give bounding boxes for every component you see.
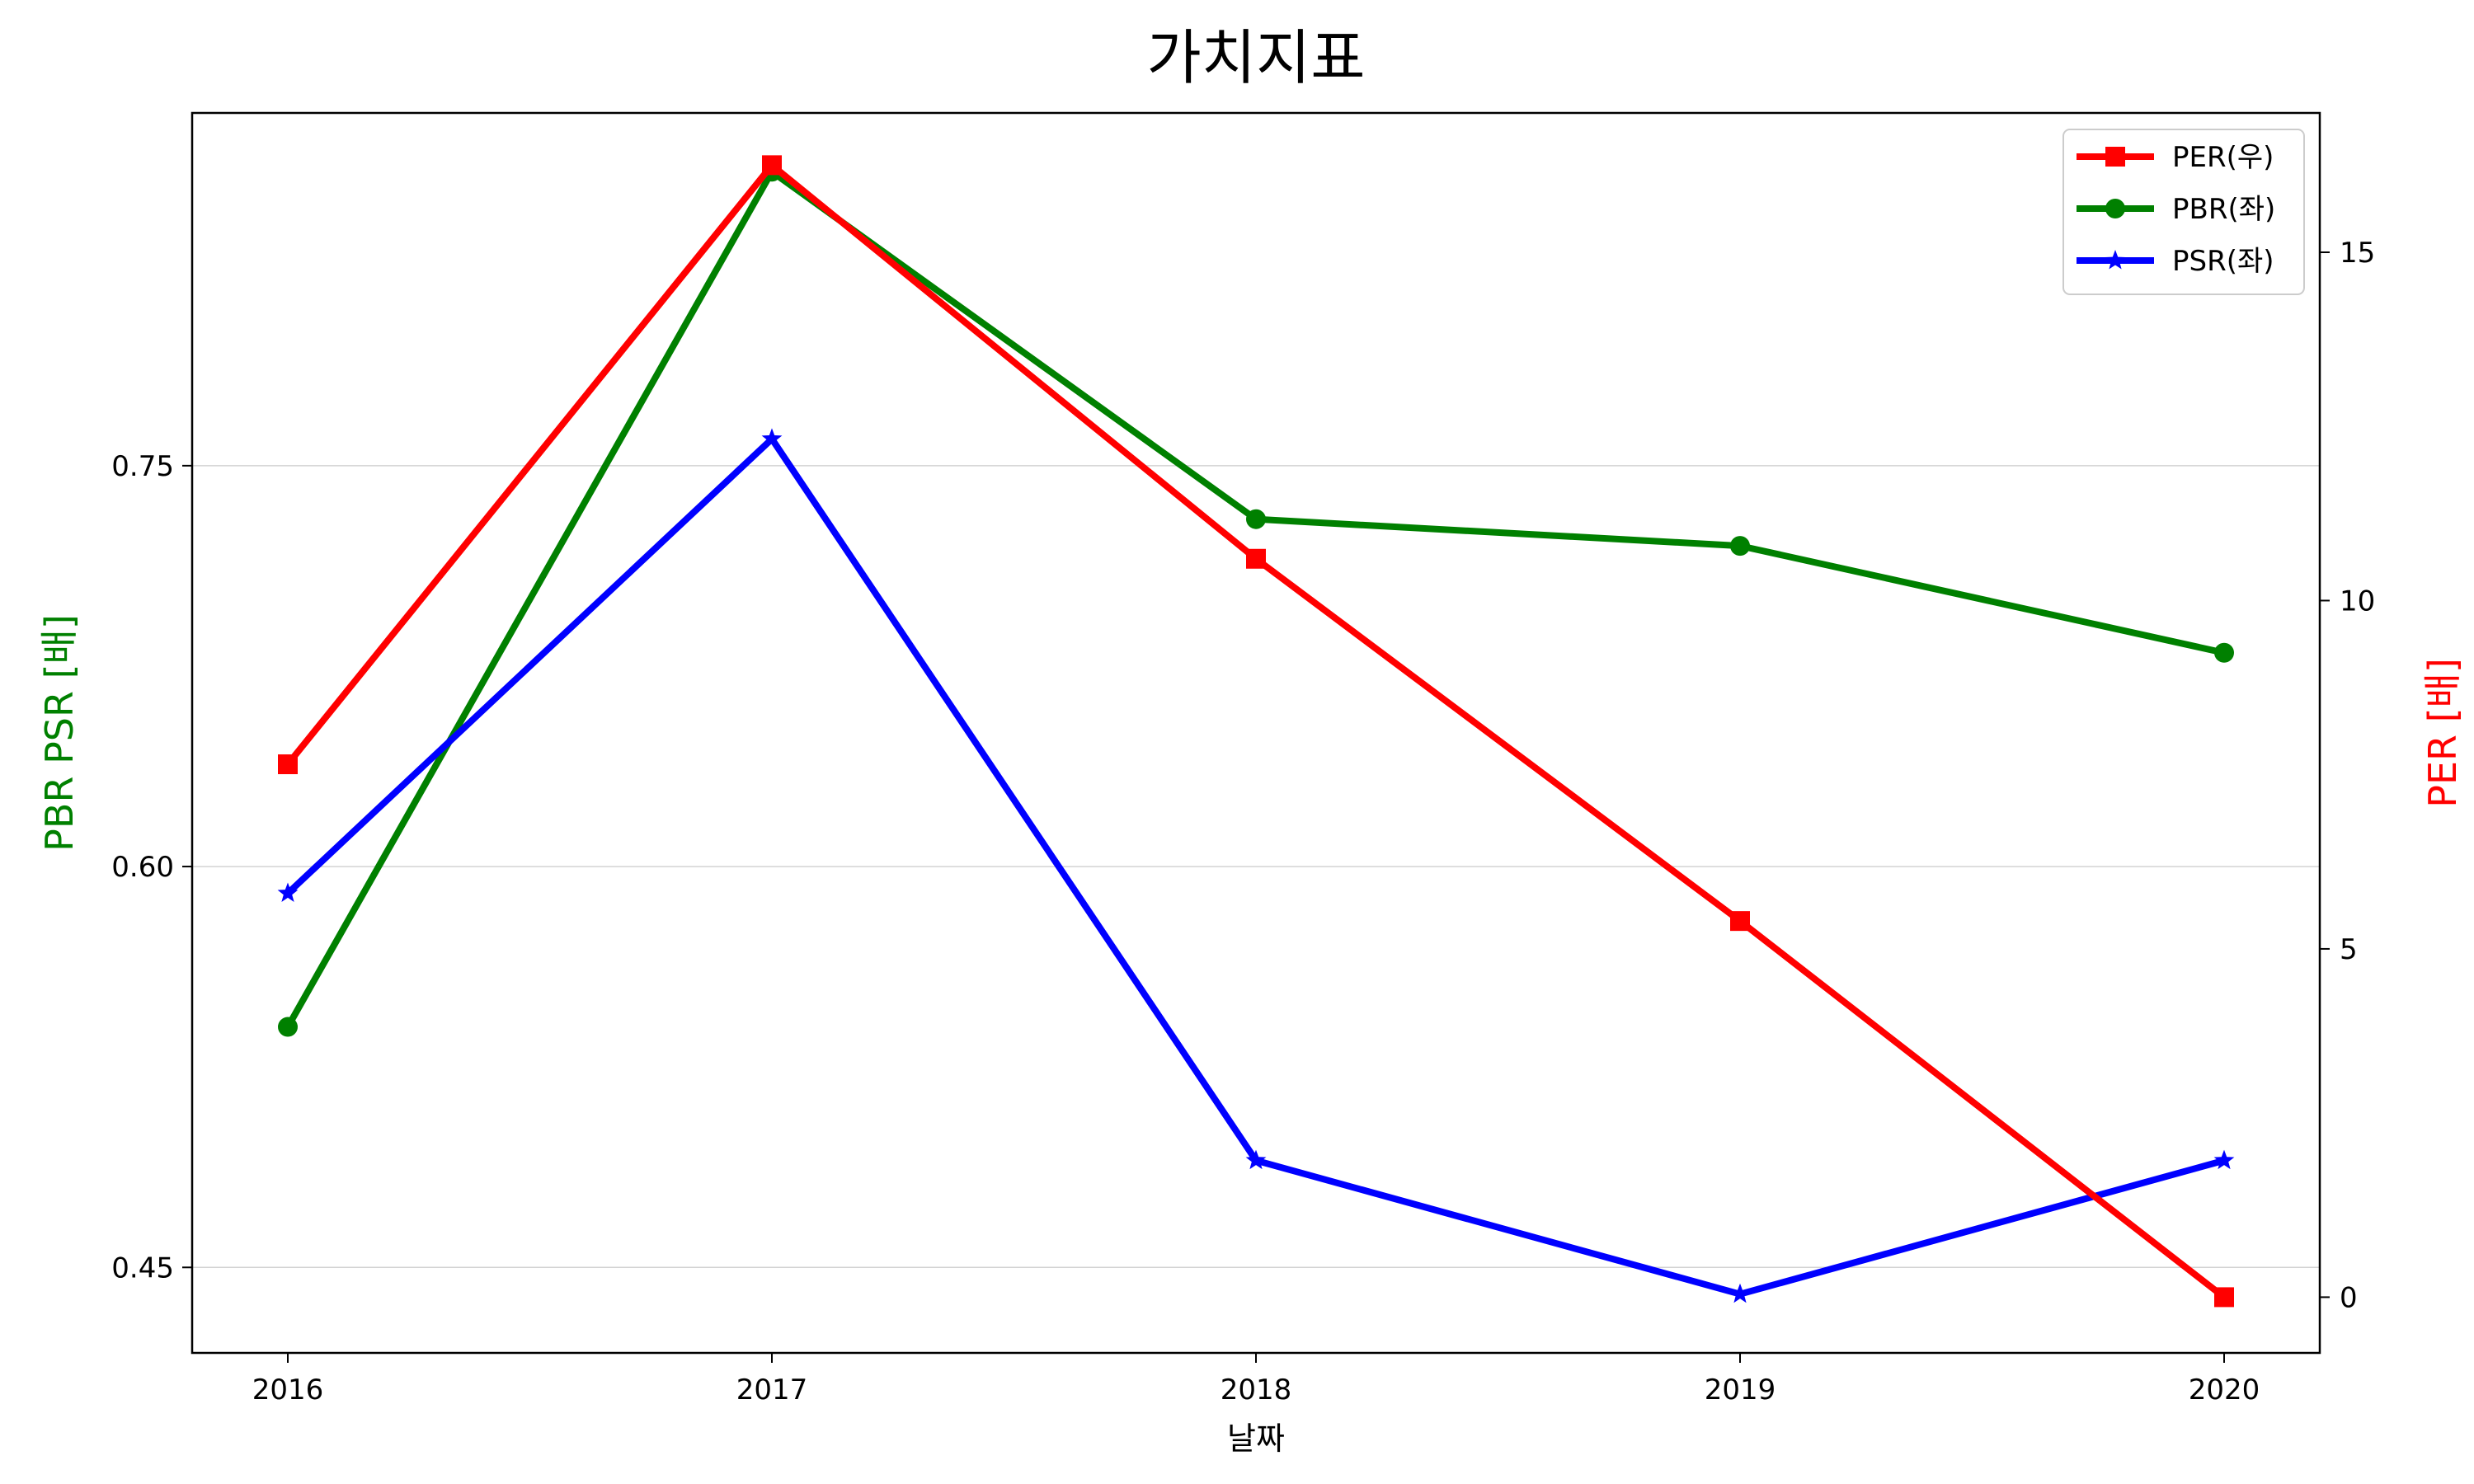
right-tick-label: 5 [2340,933,2358,966]
data-point [2214,1287,2234,1308]
series-star [277,428,2235,1303]
data-point [1730,911,1750,932]
legend-label: PSR(좌) [2172,245,2274,278]
data-point [2214,642,2234,663]
legend: PER(우) PBR(좌) PSR(좌) [2062,129,2305,295]
x-tick-label: 2020 [2189,1374,2260,1407]
legend-marker [2105,147,2125,167]
data-point [277,882,299,902]
right-tick-label: 10 [2340,585,2375,618]
series-line [285,168,2225,1029]
grid-lines [192,465,2320,1269]
x-tick-label: 2019 [1705,1374,1776,1407]
data-point [278,1017,298,1037]
left-y-axis-label: PBR PSR [배] [37,614,82,852]
series-square [278,155,2234,1308]
left-y-axis: 0.45 0.60 0.75 [111,450,192,1284]
x-tick-label: 2018 [1221,1374,1292,1407]
legend-marker [2105,199,2125,218]
data-point [761,428,783,448]
data-point [1245,1149,1267,1170]
x-axis: 2016 2017 2018 2019 2020 [252,1353,2260,1407]
right-y-axis: 0 5 10 15 [2320,237,2375,1314]
data-point [1730,536,1750,556]
legend-box [2062,129,2305,295]
left-tick-label: 0.75 [111,450,174,483]
series-layer [277,155,2235,1308]
data-point [1246,509,1266,529]
data-point [1246,548,1266,569]
chart-title: 가치지표 [1147,23,1366,92]
series-line [285,162,2227,1300]
legend-entry: PBR(좌) [2077,193,2275,226]
data-point [1729,1283,1751,1303]
data-point [762,155,782,176]
right-tick-label: 0 [2340,1281,2358,1314]
right-y-axis-label: PER [배] [2420,658,2465,808]
data-point [2213,1149,2235,1170]
data-point [278,754,298,775]
x-axis-label: 날짜 [1227,1421,1285,1457]
x-tick-label: 2016 [252,1374,324,1407]
legend-label: PBR(좌) [2172,193,2275,226]
plot-frame [190,111,2321,1355]
right-tick-label: 15 [2340,237,2375,270]
x-tick-label: 2017 [736,1374,808,1407]
series-circle [278,162,2234,1037]
left-tick-label: 0.60 [111,851,174,884]
legend-entry: PSR(좌) [2077,245,2274,278]
legend-entry: PER(우) [2077,141,2274,174]
legend-label: PER(우) [2172,141,2274,174]
left-tick-label: 0.45 [111,1252,174,1284]
legend-marker [2105,250,2126,270]
